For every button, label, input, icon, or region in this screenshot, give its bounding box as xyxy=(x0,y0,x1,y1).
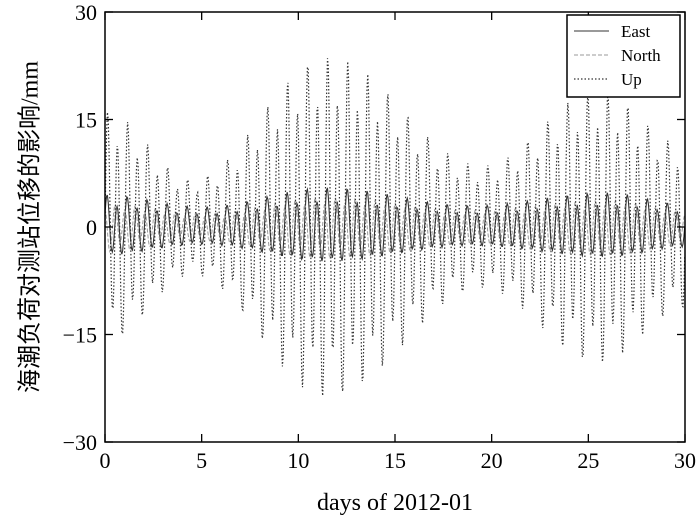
x-tick-label: 5 xyxy=(196,448,207,473)
legend-label-north: North xyxy=(621,46,661,65)
legend-label-up: Up xyxy=(621,70,642,89)
y-tick-label: 0 xyxy=(86,215,97,240)
x-tick-label: 10 xyxy=(287,448,309,473)
series-north-line xyxy=(104,196,686,260)
x-tick-label: 15 xyxy=(384,448,406,473)
y-tick-label: −30 xyxy=(63,430,97,455)
series-layer xyxy=(104,58,686,396)
legend-box xyxy=(566,14,681,98)
legend: East North Up xyxy=(566,14,681,98)
y-tick-label: 15 xyxy=(75,108,97,133)
y-tick-label: −15 xyxy=(63,323,97,348)
y-axis-label: 海潮负荷对测站位移的影响/mm xyxy=(17,61,44,393)
x-tick-label: 30 xyxy=(674,448,696,473)
ticks-layer: 0 5 10 15 20 25 30 30 15 0 −15 −30 xyxy=(63,0,696,473)
series-east-line xyxy=(104,187,686,262)
x-tick-label: 20 xyxy=(481,448,503,473)
x-tick-label: 0 xyxy=(100,448,111,473)
y-tick-label: 30 xyxy=(75,0,97,25)
legend-label-east: East xyxy=(621,22,651,41)
x-tick-label: 25 xyxy=(577,448,599,473)
x-axis-label: days of 2012-01 xyxy=(317,490,473,516)
